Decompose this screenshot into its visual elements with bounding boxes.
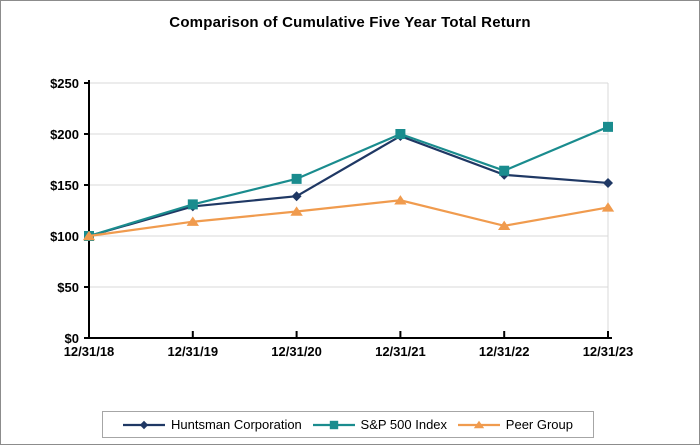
- legend-diamond-marker-icon: [123, 420, 165, 429]
- y-axis-tick-label: $50: [57, 280, 79, 295]
- marker-square-s-p-500-index: [499, 165, 510, 176]
- chart-title: Comparison of Cumulative Five Year Total…: [169, 14, 531, 31]
- x-axis-tick-label: 12/31/19: [167, 344, 218, 359]
- legend-item-label: Huntsman Corporation: [171, 417, 302, 432]
- chart-plot-area: $0 $50 $100 $150 $200 $250 12/31/18 12/31/19 12/…: [50, 76, 634, 359]
- y-axis-tick-label: $150: [50, 178, 79, 193]
- x-axis-tick-label: 12/31/22: [479, 344, 530, 359]
- legend-square-marker-icon: [312, 420, 355, 429]
- y-axis-tick-label: $250: [50, 76, 79, 91]
- chart-legend: Huntsman Corporation S&P 500 Index Peer Gr…: [102, 411, 594, 438]
- legend-triangle-marker-icon: [457, 420, 500, 428]
- marker-triangle-peer-group: [394, 195, 407, 205]
- y-axis-tick-label: $0: [65, 331, 79, 346]
- marker-diamond-huntsman-corporation: [603, 177, 613, 188]
- marker-triangle-peer-group: [186, 216, 199, 226]
- marker-square-s-p-500-index: [603, 121, 613, 132]
- x-axis-tick-label: 12/31/20: [271, 344, 322, 359]
- legend-item-peer-group: Peer Group: [457, 417, 573, 432]
- legend-item-label: Peer Group: [505, 417, 573, 432]
- marker-triangle-peer-group: [290, 206, 303, 216]
- marker-triangle-peer-group: [601, 202, 615, 212]
- marker-triangle-peer-group: [82, 230, 96, 241]
- series-line-huntsman-corporation: [88, 134, 609, 238]
- legend-item-huntsman-corporation: Huntsman Corporation: [123, 417, 302, 432]
- marker-square-s-p-500-index: [291, 173, 302, 184]
- marker-square-s-p-500-index: [187, 199, 198, 210]
- legend-item-label: S&P 500 Index: [360, 417, 448, 432]
- series-line-peer-group: [88, 199, 609, 238]
- y-axis-tick-label: $100: [50, 229, 79, 244]
- marker-square-s-p-500-index: [395, 129, 406, 139]
- series-line-s-p-500-index: [88, 125, 609, 238]
- y-axis-tick-label: $200: [50, 127, 79, 142]
- x-axis-tick-label: 12/31/23: [583, 344, 634, 359]
- x-axis-tick-label: 12/31/18: [64, 344, 115, 359]
- x-axis-tick-label: 12/31/21: [375, 344, 426, 359]
- legend-item-s-p-500-index: S&P 500 Index: [312, 417, 448, 432]
- marker-diamond-huntsman-corporation: [291, 191, 302, 202]
- marker-triangle-peer-group: [498, 220, 511, 230]
